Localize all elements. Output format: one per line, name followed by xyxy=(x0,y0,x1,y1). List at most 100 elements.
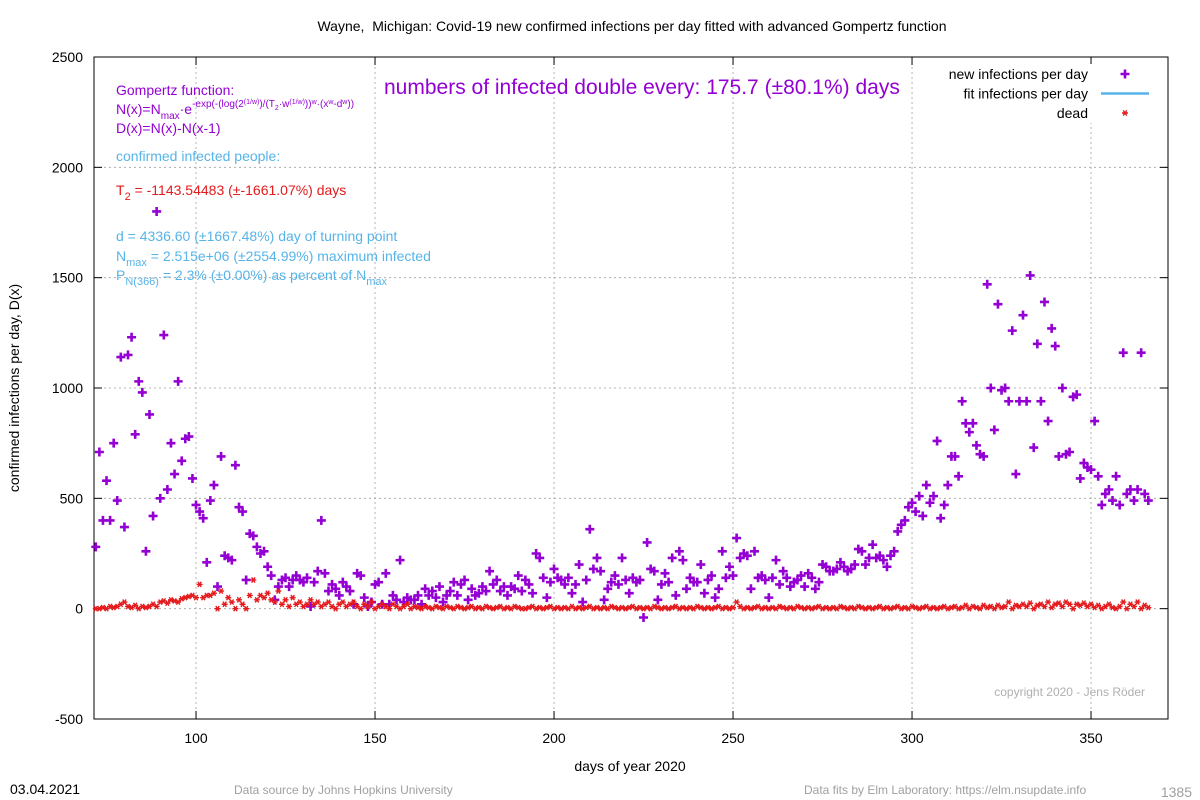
x-tick-label: 200 xyxy=(542,730,566,746)
y-tick-label: 500 xyxy=(60,490,84,506)
data-point xyxy=(860,560,870,570)
data-point xyxy=(438,597,448,607)
data-point xyxy=(1004,396,1014,406)
y-tick-label: -500 xyxy=(55,711,83,727)
data-point xyxy=(1050,341,1060,351)
data-point xyxy=(102,476,112,486)
data-point xyxy=(574,560,584,570)
data-point xyxy=(982,279,992,289)
p-text: PN(366) = 2.3% (±0.00%) as percent of Nm… xyxy=(116,267,388,288)
legend-bg xyxy=(940,83,1155,104)
data-point xyxy=(1086,465,1096,475)
data-point xyxy=(148,511,158,521)
data-point xyxy=(549,564,559,574)
formula-d: D(x)=N(x)-N(x-1) xyxy=(116,120,221,136)
data-point xyxy=(198,513,208,523)
data-point xyxy=(1009,605,1016,612)
data-point xyxy=(624,588,634,598)
data-point xyxy=(1095,602,1102,609)
data-point xyxy=(266,571,276,581)
formula-n: N(x)=Nmax·e-exp(-(log(2(1/w))/(T2·w(1/w)… xyxy=(116,99,354,122)
data-point xyxy=(1090,416,1100,426)
data-point xyxy=(1025,270,1035,280)
data-point xyxy=(971,440,981,450)
data-point xyxy=(832,564,842,574)
data-point xyxy=(105,515,115,525)
data-point xyxy=(271,599,278,606)
d-text: d = 4336.60 (±1667.48%) day of turning p… xyxy=(116,228,397,244)
formula-part: (1/w) xyxy=(244,99,260,106)
data-point xyxy=(907,498,917,508)
data-point xyxy=(170,469,180,479)
data-point xyxy=(635,575,645,585)
p-part: = 2.3% (±0.00%) as percent of N xyxy=(159,267,366,283)
x-tick-label: 150 xyxy=(363,730,387,746)
legend-bg xyxy=(940,64,1155,84)
data-point xyxy=(359,593,369,603)
data-point xyxy=(325,599,332,606)
data-point xyxy=(1140,489,1150,499)
data-point xyxy=(964,427,974,437)
data-point xyxy=(513,571,523,581)
nmax-part: = 2.515e+06 (±2554.99%) maximum infected xyxy=(147,248,431,264)
data-point xyxy=(1030,605,1037,612)
data-point xyxy=(137,387,147,397)
legend-marker xyxy=(1122,110,1128,116)
data-point xyxy=(1136,348,1146,358)
data-point xyxy=(216,451,226,461)
t2-part: = -1143.54483 (±-1661.07%) days xyxy=(131,182,347,198)
data-point xyxy=(800,582,810,592)
data-point xyxy=(127,332,137,342)
data-point xyxy=(660,568,670,578)
data-point xyxy=(316,515,326,525)
data-point xyxy=(323,586,333,596)
data-point xyxy=(596,566,606,576)
data-point xyxy=(929,491,939,501)
data-point xyxy=(1065,447,1075,457)
formula-part: ·e xyxy=(180,101,193,117)
data-point xyxy=(524,579,534,589)
data-point xyxy=(771,555,781,565)
legend-marker xyxy=(1120,69,1130,79)
data-point xyxy=(707,571,717,581)
data-point xyxy=(1130,603,1137,610)
data-point xyxy=(392,595,402,605)
data-point xyxy=(339,599,346,606)
formula-part: ·(x xyxy=(317,99,329,110)
legend: new infections per day fit infections per… xyxy=(940,64,1155,123)
data-point xyxy=(1011,469,1021,479)
data-point xyxy=(94,447,104,457)
formula-part: -d xyxy=(333,99,342,110)
data-point xyxy=(481,586,491,596)
data-point xyxy=(289,594,296,601)
data-point xyxy=(230,460,240,470)
data-point xyxy=(1039,297,1049,307)
data-point xyxy=(91,542,101,552)
data-point xyxy=(962,602,969,609)
data-point xyxy=(746,584,756,594)
plot-area: -500 0 500 1000 1500 2000 2500 100 150 200 250 300 3… xyxy=(52,49,1169,746)
data-point xyxy=(1118,348,1128,358)
x-tick-label: 250 xyxy=(721,730,745,746)
data-point xyxy=(214,605,221,612)
data-point xyxy=(144,409,154,419)
y-axis-label: confirmed infections per day, D(x) xyxy=(6,284,22,492)
data-point xyxy=(671,590,681,600)
y-tick-label: 2500 xyxy=(52,49,83,65)
data-point xyxy=(250,576,257,583)
data-point xyxy=(1023,603,1030,610)
data-point xyxy=(112,496,122,506)
data-point xyxy=(1108,496,1118,506)
data-point xyxy=(175,599,182,606)
plot-frame xyxy=(93,56,1169,720)
data-point xyxy=(535,553,545,563)
data-point xyxy=(674,546,684,556)
data-point xyxy=(284,582,294,592)
data-point xyxy=(578,597,588,607)
data-point xyxy=(925,498,935,508)
data-point xyxy=(893,526,903,536)
data-point xyxy=(253,596,260,603)
data-point xyxy=(664,577,674,587)
data-point xyxy=(1075,473,1085,483)
data-point xyxy=(728,571,738,581)
